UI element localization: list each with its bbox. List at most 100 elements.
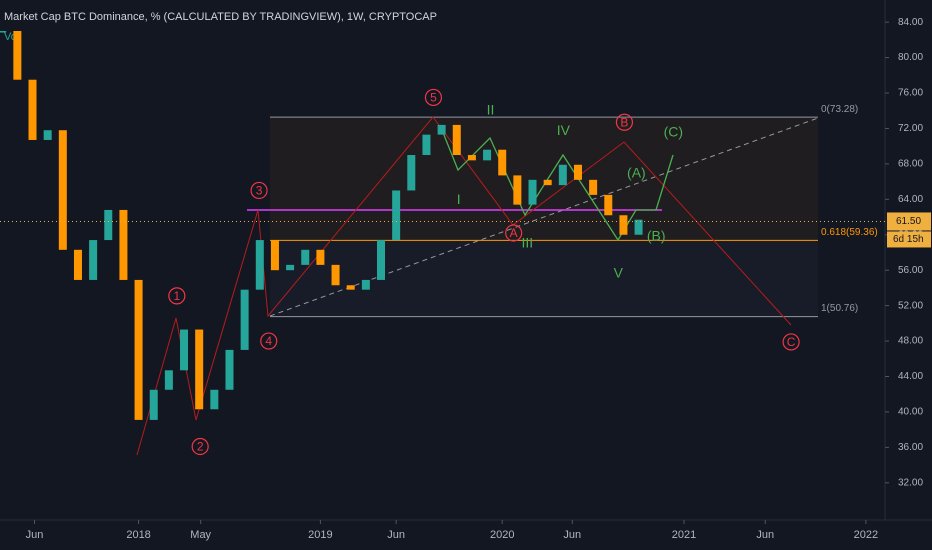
candle: [13, 31, 22, 80]
candle: [195, 329, 204, 410]
candle: [28, 79, 37, 140]
candle: [573, 164, 582, 180]
x-tick-label: 2021: [672, 529, 696, 541]
y-tick-label: 44.00: [898, 371, 923, 382]
y-tick-label: 76.00: [898, 88, 923, 99]
x-tick-label: Jun: [387, 529, 405, 541]
candle: [316, 249, 325, 265]
candle: [180, 329, 189, 371]
candle: [377, 240, 386, 280]
candle: [604, 194, 613, 216]
y-tick-label: 64.00: [898, 194, 923, 205]
y-tick-label: 68.00: [898, 159, 923, 170]
candle: [407, 155, 416, 191]
x-tick-label: Jun: [26, 529, 44, 541]
candle: [422, 134, 431, 156]
wave-label: A: [510, 226, 518, 240]
y-tick-label: 52.00: [898, 300, 923, 311]
candle: [483, 149, 492, 161]
candle: [225, 349, 234, 390]
last-price-label: 61.50: [896, 216, 921, 227]
wave-circle: [615, 113, 634, 131]
y-tick-label: 80.00: [898, 52, 923, 63]
wave-label: V: [614, 265, 624, 281]
x-tick-label: Jun: [756, 529, 774, 541]
fib-zone-upper: [270, 117, 818, 241]
wave-label: (B): [647, 227, 666, 243]
candle: [346, 285, 355, 290]
trend-line: [269, 117, 819, 317]
candle: [589, 179, 598, 195]
candle: [149, 389, 158, 420]
candle: [134, 279, 143, 420]
wave-label: II: [487, 102, 495, 118]
wave-label: 3: [256, 184, 263, 198]
wave-label: 4: [265, 334, 272, 348]
wave-circle: [782, 333, 800, 351]
wave-circle: [168, 287, 186, 305]
candle: [452, 124, 461, 156]
candle: [498, 149, 507, 176]
candle: [331, 264, 340, 286]
candle: [255, 240, 264, 290]
wave-label: B: [620, 115, 628, 129]
wave-label: (C): [664, 124, 683, 140]
countdown-label: 6d 15h: [893, 234, 924, 245]
wave-label: C: [787, 335, 796, 349]
candle: [43, 130, 52, 140]
candle: [0, 31, 7, 33]
x-tick-label: 2022: [854, 529, 878, 541]
candle: [240, 289, 249, 350]
candle: [104, 209, 113, 241]
candle: [634, 219, 643, 235]
y-tick-label: 36.00: [898, 442, 923, 453]
chart-title: Market Cap BTC Dominance, % (CALCULATED …: [4, 11, 437, 23]
fib-level-label: 1(50.76): [821, 303, 858, 314]
y-tick-label: 32.00: [898, 477, 923, 488]
candle: [543, 179, 552, 186]
candle: [286, 264, 295, 271]
wave-label: 2: [197, 440, 204, 454]
candle: [270, 240, 279, 271]
fib-zone-lower: [270, 240, 818, 317]
candle: [301, 249, 310, 265]
candle: [528, 179, 537, 205]
candle: [467, 155, 476, 161]
wave-circle: [191, 437, 209, 456]
x-tick-label: Jun: [563, 529, 581, 541]
fib-zones: [270, 116, 818, 318]
wave-circle: [250, 181, 268, 200]
y-tick-label: 84.00: [898, 17, 923, 28]
fib-level-label: 0(73.28): [821, 104, 858, 115]
wave-label: 1: [174, 289, 181, 303]
candle: [164, 370, 173, 390]
candle: [619, 215, 628, 235]
wave-label: III: [521, 234, 533, 250]
candle: [558, 164, 567, 186]
candle: [513, 175, 522, 205]
x-tick-label: May: [190, 529, 211, 541]
countdown-box: [887, 231, 931, 248]
candle: [119, 209, 128, 280]
x-tick-label: 2018: [126, 529, 150, 541]
candle: [58, 130, 67, 250]
candle: [361, 279, 370, 290]
wave-circle: [505, 224, 523, 242]
wave-circle: [260, 332, 278, 350]
wave-label: IV: [557, 122, 571, 138]
candle: [73, 249, 82, 280]
wave-circle: [424, 88, 443, 107]
wave-label: (A): [627, 164, 646, 180]
candle: [437, 124, 446, 135]
x-tick-label: 2020: [490, 529, 514, 541]
wave-label: 5: [430, 91, 437, 105]
candle: [89, 240, 98, 280]
x-tick-label: 2019: [308, 529, 332, 541]
y-tick-label: 72.00: [898, 123, 923, 134]
fib-level-label: 0.618(59.36): [821, 227, 878, 238]
wave-label: I: [457, 191, 461, 207]
last-price-box: [887, 212, 931, 231]
